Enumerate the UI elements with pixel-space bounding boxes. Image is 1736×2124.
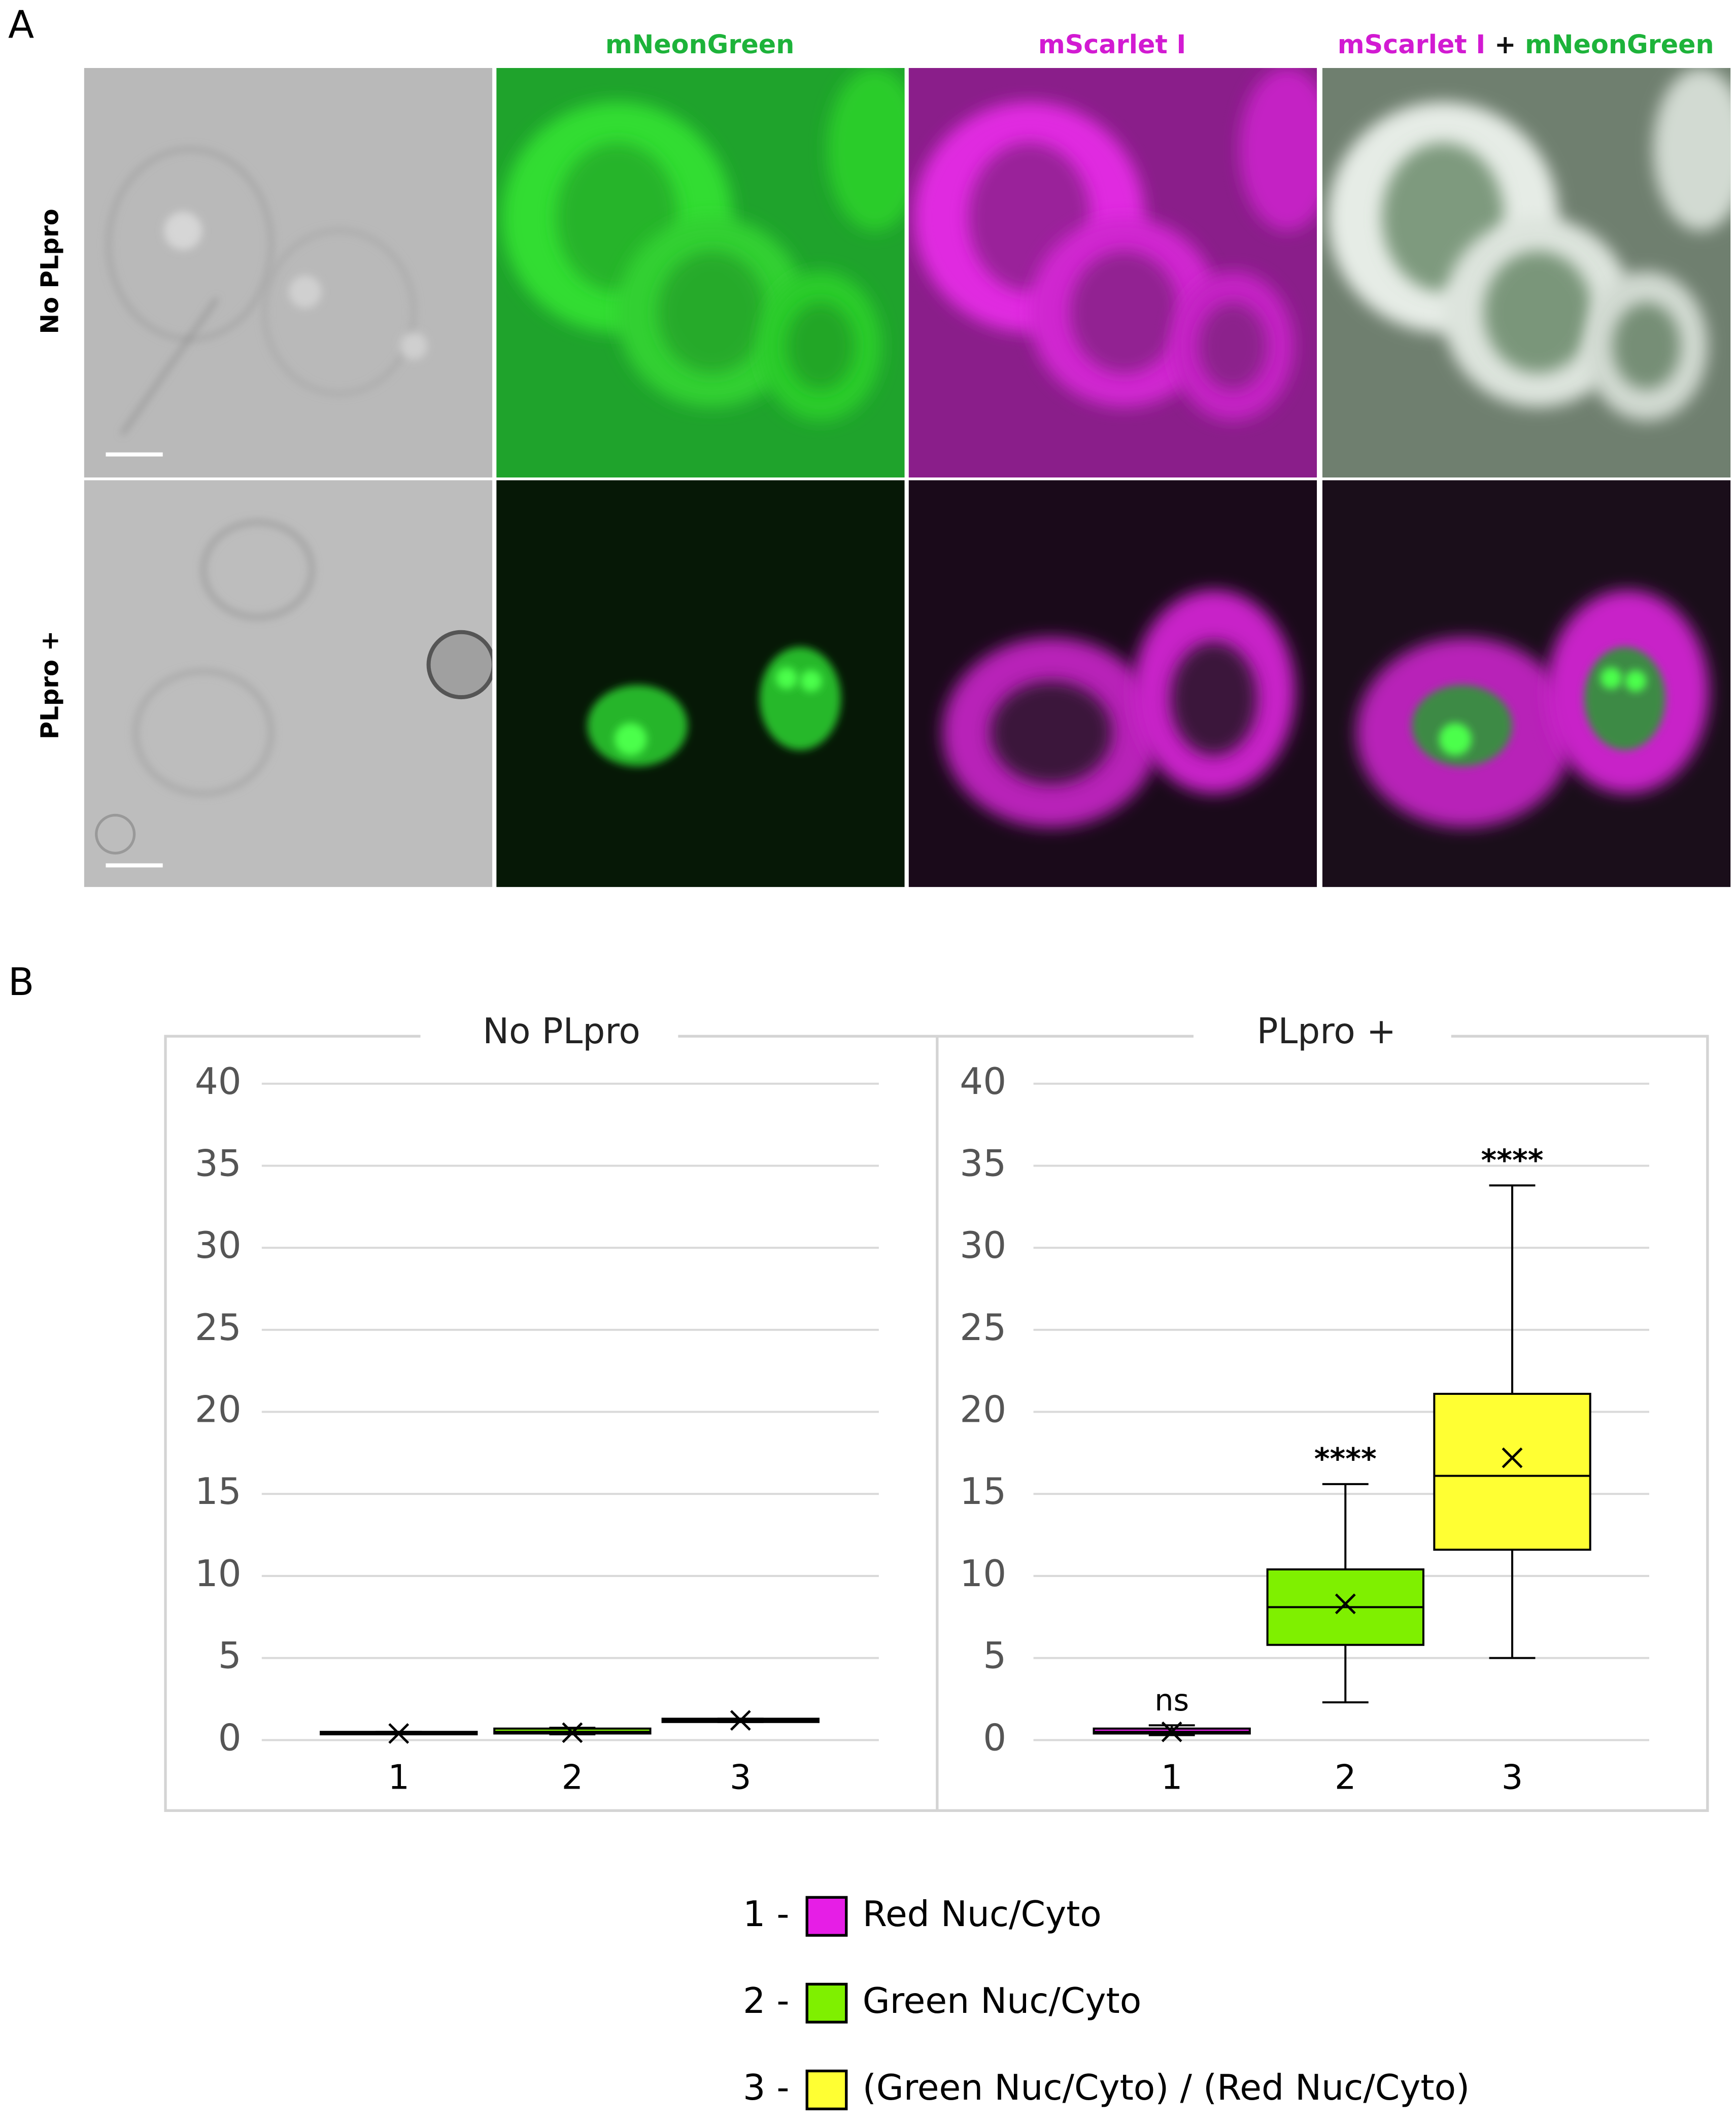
- y-tick-label: 10: [960, 1553, 1006, 1595]
- column-header: mScarlet I: [1038, 29, 1186, 59]
- merge-image: [1322, 480, 1731, 887]
- title-gap: [1193, 1022, 1451, 1050]
- legend-swatch: [805, 2069, 848, 2110]
- box-group: [1093, 1721, 1251, 1742]
- mean-marker: [388, 1723, 410, 1744]
- mean-marker: [1335, 1593, 1356, 1615]
- y-tick-label: 40: [960, 1060, 1006, 1103]
- mean-marker: [1161, 1721, 1182, 1742]
- row-label: No PLpro: [36, 209, 64, 334]
- y-tick-label: 30: [195, 1224, 242, 1267]
- legend-swatch: [805, 1896, 848, 1937]
- y-tick-label: 25: [960, 1307, 1006, 1349]
- x-tick-label: 2: [562, 1757, 584, 1797]
- box: [1433, 1392, 1591, 1551]
- column-header: mNeonGreen: [605, 29, 795, 59]
- x-tick-label: 3: [730, 1757, 752, 1797]
- brightfield-image: [84, 67, 493, 478]
- row-label: PLpro +: [36, 631, 64, 739]
- significance-label: ns: [1154, 1683, 1189, 1718]
- significance-label: ****: [1314, 1442, 1377, 1477]
- chart-title: No PLpro: [483, 1011, 640, 1052]
- y-tick-label: 5: [983, 1635, 1006, 1677]
- y-tick-label: 0: [218, 1717, 242, 1759]
- mean-marker: [562, 1722, 583, 1743]
- y-tick-label: 15: [195, 1470, 242, 1513]
- legend-key: 3 -: [743, 2068, 789, 2108]
- title-gap: [420, 1022, 678, 1050]
- green-image: [496, 67, 905, 478]
- y-tick-label: 20: [960, 1389, 1006, 1431]
- x-tick-label: 3: [1502, 1757, 1523, 1797]
- column-header-part: mScarlet I: [1038, 29, 1186, 59]
- mean-marker: [730, 1710, 751, 1731]
- x-tick-label: 2: [1335, 1757, 1356, 1797]
- column-header-part: mNeonGreen: [605, 29, 795, 59]
- magenta-image: [908, 480, 1317, 887]
- y-tick-label: 0: [983, 1717, 1006, 1759]
- box-group: [320, 1723, 478, 1744]
- box-group: [661, 1710, 820, 1731]
- column-header-part: mScarlet I: [1338, 29, 1486, 59]
- column-header: mScarlet I + mNeonGreen: [1338, 29, 1714, 59]
- merge-image: [1322, 67, 1731, 478]
- legend-label: (Green Nuc/Cyto) / (Red Nuc/Cyto): [863, 2068, 1470, 2108]
- chart-title: PLpro +: [1257, 1011, 1397, 1052]
- x-tick-label: 1: [388, 1757, 410, 1797]
- legend-swatch: [805, 1982, 848, 2024]
- y-tick-label: 25: [195, 1307, 242, 1349]
- y-tick-label: 40: [195, 1060, 242, 1103]
- x-tick-label: 1: [1161, 1757, 1183, 1797]
- brightfield-image: [84, 480, 493, 887]
- legend-key: 2 -: [743, 1981, 789, 2022]
- y-tick-label: 30: [960, 1224, 1006, 1267]
- legend-key: 1 -: [743, 1894, 789, 1935]
- significance-label: ****: [1481, 1143, 1544, 1178]
- y-tick-label: 35: [195, 1142, 242, 1185]
- column-header-part: +: [1485, 29, 1516, 59]
- y-tick-label: 35: [960, 1142, 1006, 1185]
- legend-label: Green Nuc/Cyto: [863, 1981, 1141, 2022]
- box-group: [493, 1722, 652, 1743]
- panel-label: A: [8, 3, 34, 47]
- box-group: [1433, 1184, 1591, 1659]
- mean-marker: [1502, 1447, 1523, 1468]
- legend-label: Red Nuc/Cyto: [863, 1894, 1102, 1935]
- legend: 1 - Red Nuc/Cyto 2 - Green Nuc/Cyto 3 - (Gree…: [743, 1894, 1470, 2110]
- y-tick-label: 20: [195, 1389, 242, 1431]
- y-tick-label: 15: [960, 1470, 1006, 1513]
- y-tick-label: 5: [218, 1635, 242, 1677]
- box-group: [1266, 1483, 1424, 1703]
- magenta-image: [908, 67, 1317, 478]
- panel-label: B: [8, 960, 34, 1004]
- y-tick-label: 10: [195, 1553, 242, 1595]
- green-image: [496, 480, 905, 887]
- column-header-part: mNeonGreen: [1516, 29, 1714, 59]
